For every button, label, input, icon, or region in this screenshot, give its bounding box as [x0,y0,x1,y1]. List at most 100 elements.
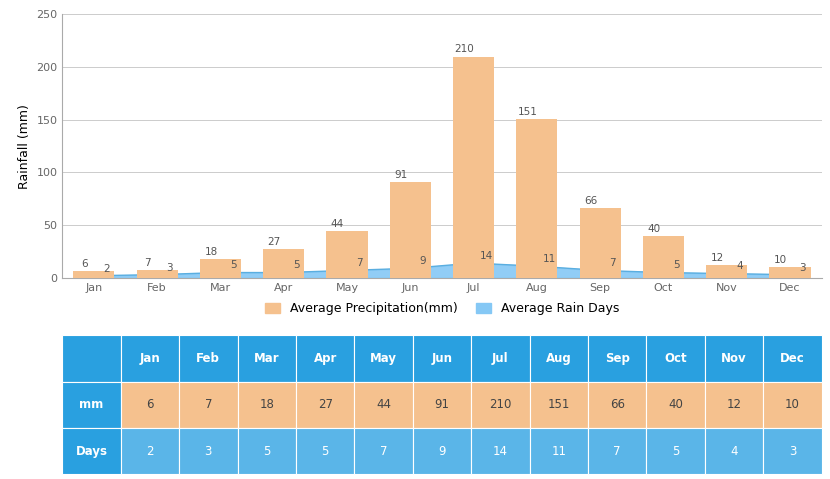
Text: Apr: Apr [314,352,337,365]
Bar [62,335,120,382]
Text: 27: 27 [267,237,281,247]
Bar [706,265,747,278]
Text: 14: 14 [480,251,493,261]
Bar [179,382,237,428]
Text: 5: 5 [672,445,679,457]
Text: 3: 3 [799,262,806,273]
Text: 40: 40 [668,398,683,411]
Text: 3: 3 [205,445,212,457]
Bar [179,335,237,382]
Text: Mar: Mar [254,352,280,365]
Bar [647,428,705,474]
Text: 7: 7 [356,258,363,268]
Text: 5: 5 [230,261,237,271]
Bar [764,382,822,428]
Text: Dec: Dec [780,352,805,365]
Text: 44: 44 [376,398,391,411]
Bar [354,428,413,474]
Text: 7: 7 [613,445,621,457]
Text: 10: 10 [785,398,800,411]
Bar [705,382,764,428]
Text: 6: 6 [81,260,88,269]
Bar [413,428,471,474]
Text: 91: 91 [394,170,408,180]
Bar [705,335,764,382]
Text: Nov: Nov [721,352,747,365]
Legend: Average Precipitation(mm), Average Rain Days: Average Precipitation(mm), Average Rain … [260,297,624,320]
Bar [413,335,471,382]
Bar [643,236,684,278]
Text: 5: 5 [673,261,680,271]
Bar [179,428,237,474]
Bar [354,335,413,382]
Bar [647,335,705,382]
Bar [588,428,647,474]
Bar [471,428,530,474]
Text: 44: 44 [331,219,344,229]
Text: Jul: Jul [492,352,509,365]
Bar [530,335,588,382]
Bar [647,382,705,428]
Bar [62,428,120,474]
Text: 66: 66 [584,196,598,206]
Bar [120,382,179,428]
Text: Jun: Jun [432,352,452,365]
Bar [516,119,558,278]
Text: mm: mm [80,398,104,411]
Text: 7: 7 [609,258,616,268]
Bar [764,428,822,474]
Bar [62,382,120,428]
Bar [453,57,494,278]
Bar [471,382,530,428]
Text: 5: 5 [321,445,329,457]
Text: 2: 2 [146,445,154,457]
Bar [764,335,822,382]
Bar [705,428,764,474]
Text: 11: 11 [551,445,566,457]
Text: 14: 14 [493,445,508,457]
Bar [120,428,179,474]
Bar [237,382,296,428]
Text: 5: 5 [263,445,271,457]
Bar [326,231,368,278]
Text: May: May [370,352,397,365]
Bar [390,182,431,278]
Bar [530,382,588,428]
Text: 27: 27 [318,398,333,411]
Bar [471,335,530,382]
Text: 7: 7 [144,258,151,268]
Bar [263,250,305,278]
Text: 11: 11 [543,254,556,264]
Text: 7: 7 [204,398,212,411]
Bar [354,382,413,428]
Bar [588,382,647,428]
Text: Aug: Aug [546,352,572,365]
Text: 4: 4 [730,445,738,457]
Text: Feb: Feb [197,352,220,365]
Text: Days: Days [76,445,107,457]
Text: 91: 91 [434,398,450,411]
Text: 2: 2 [103,263,110,274]
Bar [120,335,179,382]
Text: 9: 9 [420,256,427,266]
Bar [530,428,588,474]
Text: 9: 9 [438,445,446,457]
Bar [237,428,296,474]
Bar [413,382,471,428]
Text: Sep: Sep [605,352,630,365]
Text: 12: 12 [710,253,724,263]
Bar [296,428,354,474]
Text: 5: 5 [293,261,300,271]
Text: 6: 6 [146,398,154,411]
Text: 210: 210 [489,398,511,411]
Text: 18: 18 [259,398,274,411]
Bar [73,272,115,278]
Text: 4: 4 [736,262,743,272]
Bar [200,259,241,278]
Text: 10: 10 [774,255,787,265]
Y-axis label: Rainfall (mm): Rainfall (mm) [17,103,31,189]
Text: 3: 3 [167,262,173,273]
Text: 7: 7 [380,445,388,457]
Text: 66: 66 [610,398,625,411]
Bar [579,208,621,278]
